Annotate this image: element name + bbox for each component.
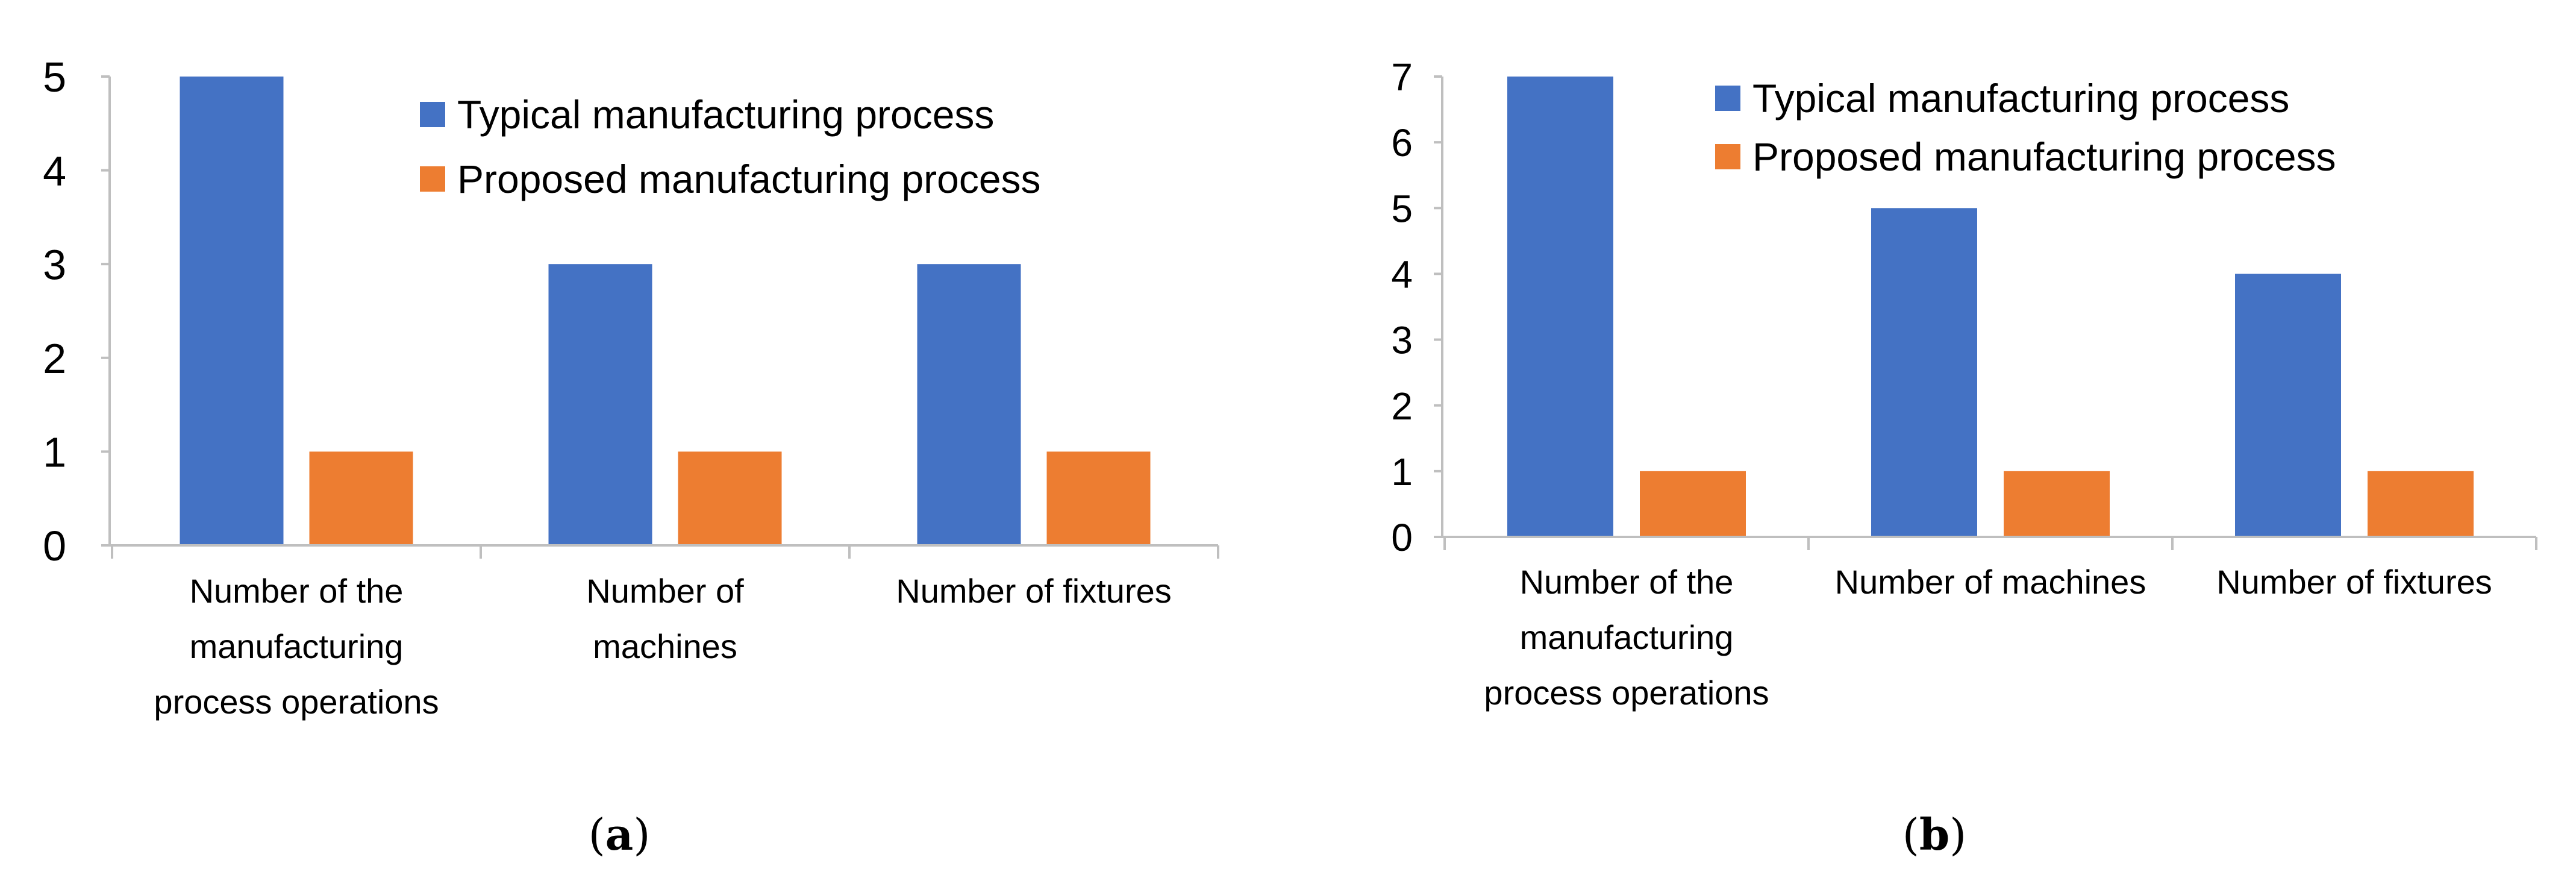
chart-a-y-tick-label-1: 1 — [43, 429, 66, 476]
chart-a-y-tick-label-4: 4 — [43, 148, 66, 195]
chart-a-y-tick-label-5: 5 — [43, 54, 66, 101]
chart-a-bar-proposed-2 — [1046, 451, 1151, 545]
chart-a-legend-swatch-0 — [420, 102, 445, 127]
chart-b-category-label-1: Number of machines — [1835, 563, 2146, 601]
chart-a-category-label-0: Number of the manufacturing process operat… — [154, 572, 439, 721]
chart-b-caption-part-0: ( — [1902, 809, 1919, 860]
chart-a-bar-proposed-0 — [309, 451, 413, 545]
chart-b-category-label-0: Number of the manufacturing process operat… — [1484, 563, 1769, 712]
chart-a-category-label-2: Number of fixtures — [896, 572, 1172, 610]
chart-b-y-tick-label-5: 5 — [1391, 187, 1413, 230]
chart-b-category-label-1-line-0: Number of machines — [1835, 563, 2146, 601]
chart-a-caption-part-0: ( — [589, 809, 605, 860]
chart-b-caption: (b) — [1902, 809, 1967, 860]
chart-a-category-label-1-line-0: Number of — [586, 572, 744, 610]
chart-b-y-tick-label-7: 7 — [1391, 55, 1413, 99]
chart-a-legend-label-0: Typical manufacturing process — [457, 92, 994, 137]
chart-b-legend-swatch-0 — [1715, 86, 1740, 111]
chart-a-caption: (a) — [589, 809, 651, 860]
chart-a-y-tick-label-3: 3 — [43, 241, 66, 288]
chart-a-category-label-0-line-2: process operations — [154, 683, 439, 721]
chart-b-category-label-0-line-0: Number of the — [1520, 563, 1734, 601]
chart-b-bar-typical-2 — [2235, 274, 2341, 537]
chart-b-legend-swatch-1 — [1715, 144, 1740, 169]
chart-a-bar-typical-2 — [917, 264, 1021, 545]
chart-a-caption-part-2: ) — [633, 809, 650, 860]
chart-b-bar-proposed-2 — [2368, 471, 2474, 537]
chart-b-legend-label-1: Proposed manufacturing process — [1752, 134, 2336, 179]
chart-b-bar-proposed-1 — [2004, 471, 2110, 537]
chart-b-y-tick-label-6: 6 — [1391, 121, 1413, 165]
chart-a-bar-typical-0 — [180, 77, 284, 545]
chart-a-category-label-1-line-1: machines — [593, 627, 737, 665]
chart-b-category-label-0-line-1: manufacturing — [1520, 618, 1734, 656]
chart-a-category-label-2-line-0: Number of fixtures — [896, 572, 1172, 610]
chart-a-y-tick-label-2: 2 — [43, 335, 66, 382]
chart-b-y-tick-label-0: 0 — [1391, 516, 1413, 559]
chart-a-category-label-1: Number of machines — [586, 572, 744, 665]
chart-a-category-label-0-line-1: manufacturing — [190, 627, 404, 665]
chart-b-y-tick-label-4: 4 — [1391, 253, 1413, 296]
chart-a-bar-typical-1 — [548, 264, 652, 545]
chart-b-y-tick-label-3: 3 — [1391, 319, 1413, 362]
chart-a-legend-swatch-1 — [420, 166, 445, 192]
chart-a-bar-proposed-1 — [678, 451, 782, 545]
chart-b-bar-proposed-0 — [1640, 471, 1746, 537]
chart-b-category-label-2: Number of fixtures — [2216, 563, 2492, 601]
chart-a-y-tick-label-0: 0 — [43, 522, 66, 569]
chart-a-caption-part-1: a — [605, 809, 634, 860]
chart-b-caption-part-2: ) — [1949, 809, 1966, 860]
chart-b-bar-typical-1 — [1871, 208, 1977, 537]
chart-b-legend-label-0: Typical manufacturing process — [1752, 76, 2289, 121]
chart-b-caption-part-1: b — [1919, 809, 1949, 860]
chart-a-category-label-0-line-0: Number of the — [190, 572, 404, 610]
chart-b-category-label-0-line-2: process operations — [1484, 674, 1769, 712]
chart-a-legend-label-1: Proposed manufacturing process — [457, 157, 1041, 201]
chart-b-bar-typical-0 — [1507, 77, 1613, 537]
chart-b-category-label-2-line-0: Number of fixtures — [2216, 563, 2492, 601]
chart-b-y-tick-label-1: 1 — [1391, 450, 1413, 494]
chart-b-y-tick-label-2: 2 — [1391, 384, 1413, 428]
